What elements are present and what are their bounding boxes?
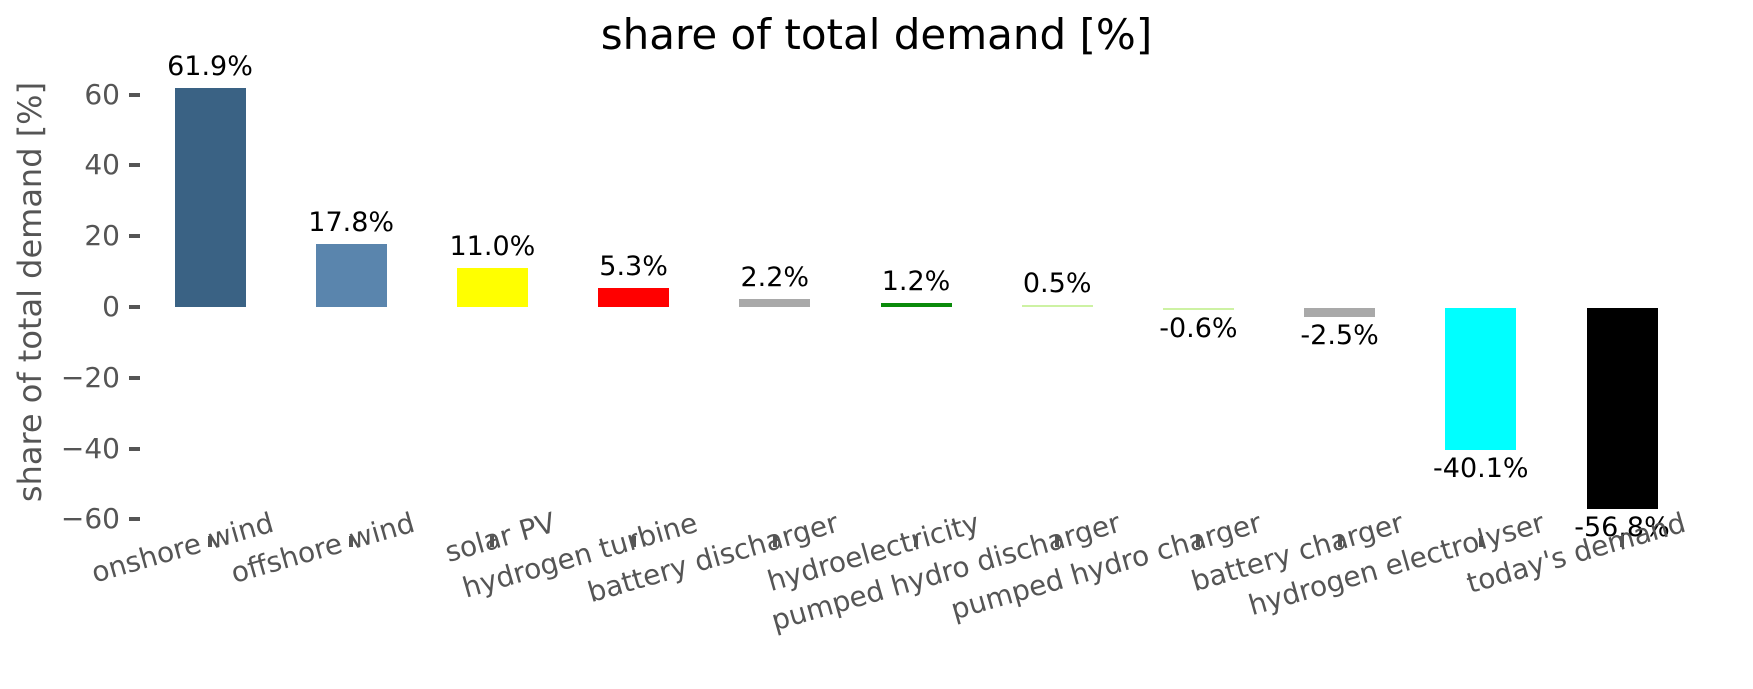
- bar: [880, 302, 952, 307]
- x-tick: [631, 536, 636, 547]
- bar: [1304, 308, 1376, 317]
- y-tick-label: 40: [84, 148, 120, 182]
- bar: [1445, 308, 1517, 450]
- y-tick: [129, 446, 140, 451]
- bar: [739, 299, 811, 307]
- y-tick-label: 0: [102, 290, 120, 323]
- bar-value-label: 11.0%: [449, 231, 536, 263]
- bar: [1162, 308, 1234, 311]
- x-tick: [1337, 536, 1342, 547]
- y-tick: [129, 92, 140, 97]
- y-tick: [129, 234, 140, 239]
- x-tick: [772, 536, 777, 547]
- y-tick: [129, 375, 140, 380]
- bar-value-label: -0.6%: [1159, 313, 1238, 345]
- bar-value-label: 2.2%: [740, 262, 810, 294]
- x-tick: [1478, 536, 1483, 547]
- y-tick-label: 60: [84, 77, 120, 111]
- y-tick: [129, 163, 140, 168]
- bar: [1586, 308, 1658, 510]
- x-tick: [1620, 536, 1624, 547]
- x-tick: [208, 536, 212, 547]
- x-tick: [490, 536, 495, 547]
- y-tick-label: −20: [60, 360, 120, 394]
- bar: [456, 268, 528, 307]
- bar: [1021, 305, 1093, 307]
- bar: [598, 288, 670, 307]
- bar-value-label: 17.8%: [308, 206, 395, 238]
- bar: [174, 87, 246, 307]
- bar: [315, 243, 387, 307]
- x-tick: [1055, 536, 1060, 547]
- x-tick: [1196, 536, 1201, 547]
- bar-value-label: -40.1%: [1433, 452, 1529, 484]
- y-tick: [129, 305, 140, 309]
- x-tick: [914, 536, 918, 547]
- y-tick: [129, 517, 140, 522]
- y-tick-label: 20: [84, 219, 120, 253]
- chart-title: share of total demand [%]: [600, 10, 1153, 59]
- x-tick: [349, 536, 354, 547]
- bar-value-label: 5.3%: [599, 251, 668, 283]
- y-tick-label: −60: [60, 502, 120, 536]
- bar-value-label: -2.5%: [1300, 319, 1379, 351]
- bar-value-label: 0.5%: [1022, 268, 1092, 300]
- y-tick-label: −40: [60, 431, 120, 465]
- bar-value-label: 61.9%: [167, 50, 253, 82]
- bar-value-label: 1.2%: [881, 265, 951, 297]
